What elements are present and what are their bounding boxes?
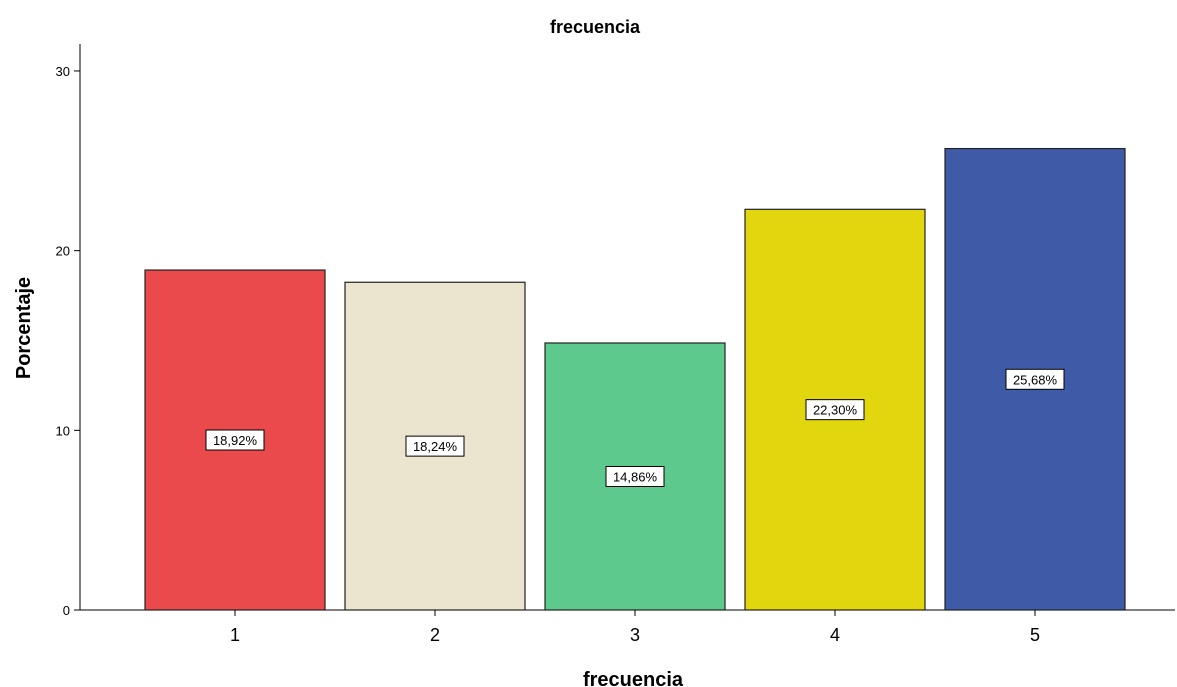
x-tick-label: 3 xyxy=(630,625,640,645)
data-label: 14,86% xyxy=(613,469,658,484)
data-label-box xyxy=(405,435,465,457)
y-tick-label: 10 xyxy=(56,423,70,438)
data-label: 25,68% xyxy=(1013,372,1058,387)
bars xyxy=(144,147,1126,611)
y-tick-label: 30 xyxy=(56,64,70,79)
x-tick-label: 4 xyxy=(830,625,840,645)
x-tick-label: 5 xyxy=(1030,625,1040,645)
x-tick-label: 1 xyxy=(230,625,240,645)
y-tick-label: 0 xyxy=(63,603,70,618)
y-tick-label: 20 xyxy=(56,244,70,259)
x-tick-label: 2 xyxy=(430,625,440,645)
data-label-box xyxy=(805,399,865,421)
data-label: 18,92% xyxy=(213,433,258,448)
y-ticks: 0 10 20 30 xyxy=(56,64,80,618)
data-label: 22,30% xyxy=(813,403,858,418)
data-label: 18,24% xyxy=(413,439,458,454)
data-label-box xyxy=(605,465,665,487)
data-label-box xyxy=(1005,368,1065,390)
x-axis-title: frecuencia xyxy=(583,669,684,687)
data-label-box xyxy=(205,429,265,451)
chart-title: frecuencia xyxy=(550,17,641,37)
x-ticks: 1 2 3 4 5 xyxy=(230,610,1040,645)
y-axis-title: Porcentaje xyxy=(13,277,35,379)
data-labels: 18,92% 18,24% 14,86% 22,30% 25,68% xyxy=(205,368,1065,487)
